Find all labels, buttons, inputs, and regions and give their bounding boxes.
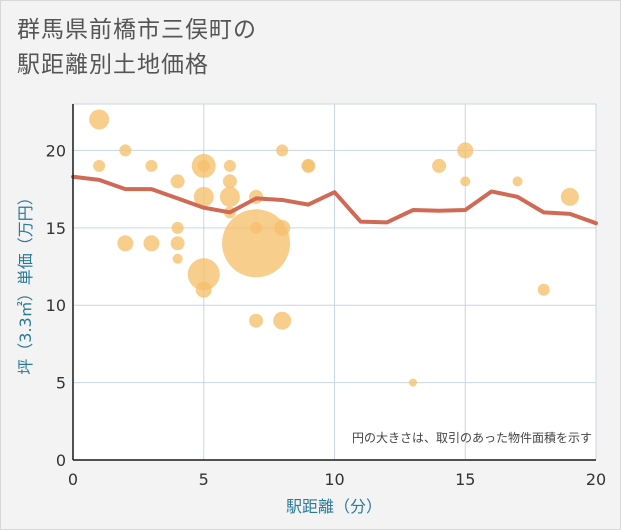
bubble-point-14: [195, 281, 212, 298]
tick-labels: 0 5 10 15 20 0 5 10 15 20: [46, 141, 607, 489]
chart-title: 群馬県前橋市三俣町の 駅距離別土地価格: [17, 13, 257, 83]
y-tick-label-0: 0: [56, 451, 66, 470]
x-tick-label-20: 20: [586, 470, 606, 489]
bubble-point-29: [432, 158, 447, 173]
size-note: 円の大きさは、取引のあった物件面積を示す: [352, 430, 592, 445]
title-line-1: 群馬県前橋市三俣町の: [17, 17, 257, 43]
bubbles: [89, 109, 579, 387]
bubble-point-24: [274, 219, 291, 236]
x-tick-label-10: 10: [324, 470, 344, 489]
x-tick-label-5: 5: [199, 470, 209, 489]
bubble-point-8: [170, 236, 185, 251]
bubble-point-25: [273, 311, 292, 330]
bubble-point-22: [249, 313, 264, 328]
y-tick-label-10: 10: [46, 296, 66, 315]
bubble-point-17: [219, 186, 240, 207]
bubble-point-1: [93, 159, 106, 172]
bubble-point-23: [276, 144, 289, 157]
y-axis-label: 坪（3.3㎡）単価（万円）: [16, 189, 35, 374]
bubble-point-2: [119, 144, 132, 157]
bubble-point-31: [460, 176, 471, 187]
axes: [72, 104, 596, 461]
title-line-2: 駅距離別土地価格: [17, 52, 209, 78]
bubble-point-34: [560, 187, 579, 206]
average-line-group: [71, 174, 598, 226]
bubble-point-4: [145, 159, 158, 172]
bubble-point-21: [222, 209, 291, 278]
bubble-point-32: [512, 176, 523, 187]
bubble-point-5: [143, 235, 160, 252]
y-tick-label-5: 5: [56, 374, 66, 393]
bubble-point-12: [193, 186, 214, 207]
bubble-point-11: [197, 159, 210, 172]
y-tick-label-20: 20: [46, 141, 66, 160]
average-price-line-0: [71, 174, 598, 226]
x-tick-label-0: 0: [68, 470, 78, 489]
bubble-point-7: [171, 221, 184, 234]
bubble-point-13: [187, 258, 220, 291]
x-tick-label-15: 15: [455, 470, 475, 489]
bubble-point-9: [172, 253, 183, 264]
bubble-point-6: [170, 174, 185, 189]
x-axis-label: 駅距離（分）: [286, 497, 382, 516]
bubble-point-3: [117, 235, 134, 252]
bubble-point-0: [89, 109, 110, 130]
bubble-point-16: [222, 174, 237, 189]
bubble-point-33: [537, 283, 550, 296]
bubble-point-28: [408, 378, 417, 387]
bubble-point-27: [302, 159, 315, 172]
bubble-point-15: [223, 159, 236, 172]
bubble-point-30: [457, 142, 474, 159]
y-tick-label-15: 15: [46, 219, 66, 238]
